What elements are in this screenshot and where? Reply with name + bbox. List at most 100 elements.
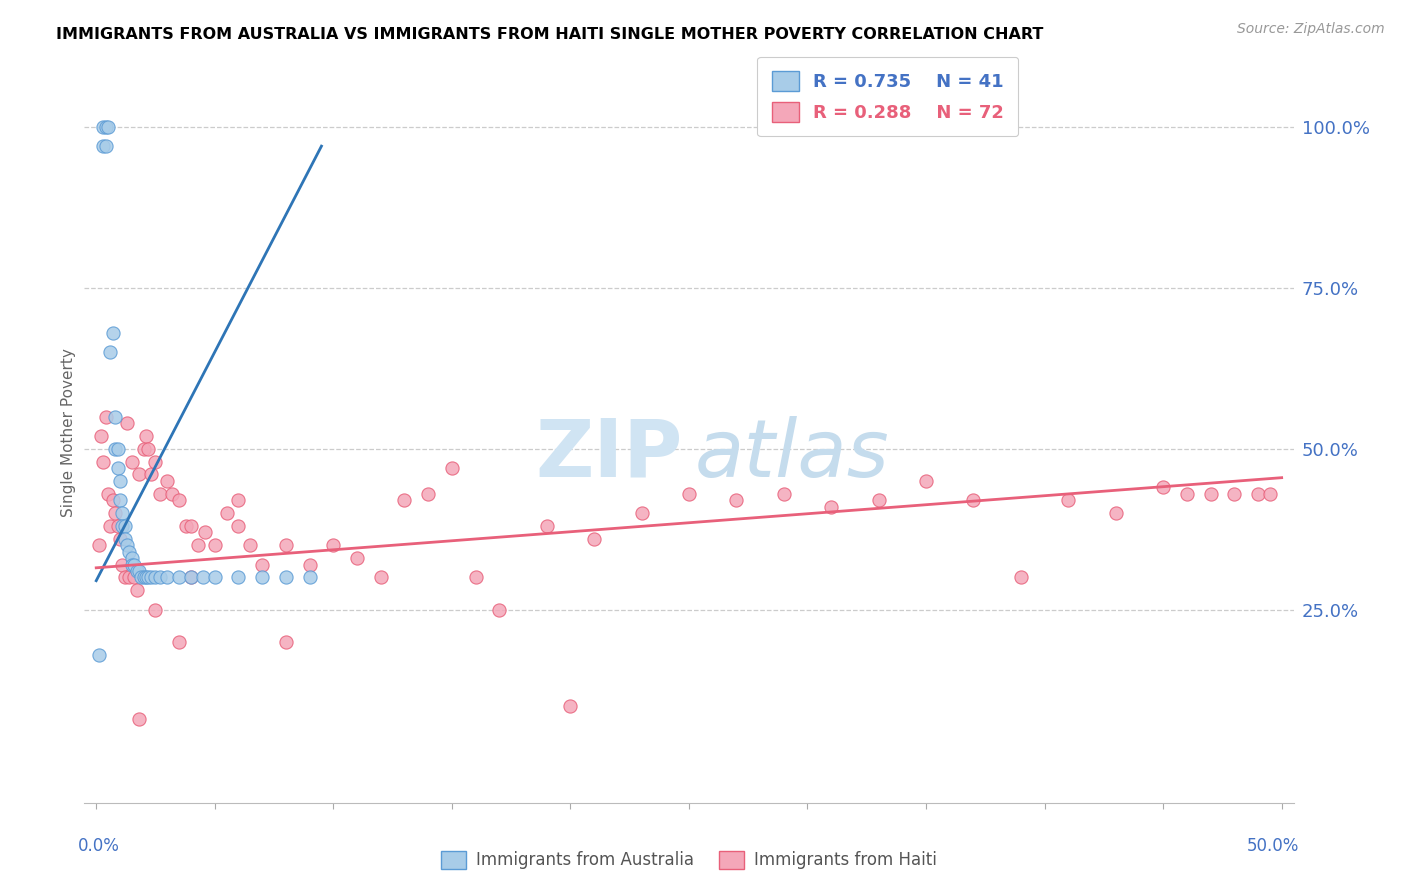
Point bbox=[128, 712, 150, 726]
Point bbox=[228, 570, 250, 584]
Point bbox=[94, 139, 117, 153]
Point bbox=[107, 461, 129, 475]
Point bbox=[962, 493, 984, 508]
Point bbox=[418, 487, 440, 501]
Point bbox=[772, 487, 794, 501]
Point bbox=[156, 474, 179, 488]
Point bbox=[630, 506, 652, 520]
Point bbox=[111, 519, 134, 533]
Point bbox=[114, 519, 136, 533]
Point bbox=[915, 474, 938, 488]
Point bbox=[194, 525, 217, 540]
Point bbox=[91, 139, 114, 153]
Point bbox=[101, 493, 124, 508]
Point bbox=[104, 506, 127, 520]
Point bbox=[100, 519, 122, 533]
Point bbox=[107, 519, 129, 533]
Point bbox=[139, 467, 162, 482]
Point bbox=[298, 558, 321, 572]
Point bbox=[180, 570, 202, 584]
Point bbox=[118, 545, 141, 559]
Point bbox=[91, 454, 114, 468]
Point bbox=[145, 602, 167, 616]
Point bbox=[160, 487, 183, 501]
Point bbox=[298, 570, 321, 584]
Point bbox=[1105, 506, 1128, 520]
Point bbox=[108, 493, 131, 508]
Point bbox=[104, 442, 127, 456]
Point bbox=[149, 570, 172, 584]
Point bbox=[139, 570, 162, 584]
Point bbox=[94, 409, 117, 424]
Point bbox=[108, 532, 131, 546]
Text: IMMIGRANTS FROM AUSTRALIA VS IMMIGRANTS FROM HAITI SINGLE MOTHER POVERTY CORRELA: IMMIGRANTS FROM AUSTRALIA VS IMMIGRANTS … bbox=[56, 27, 1043, 42]
Point bbox=[111, 506, 134, 520]
Point bbox=[87, 538, 110, 552]
Point bbox=[678, 487, 700, 501]
Point bbox=[100, 345, 122, 359]
Point bbox=[135, 429, 157, 443]
Point bbox=[149, 487, 172, 501]
Point bbox=[87, 648, 110, 662]
Point bbox=[370, 570, 392, 584]
Y-axis label: Single Mother Poverty: Single Mother Poverty bbox=[60, 348, 76, 517]
Text: 50.0%: 50.0% bbox=[1247, 837, 1299, 855]
Point bbox=[125, 583, 148, 598]
Point bbox=[204, 570, 226, 584]
Point bbox=[97, 487, 120, 501]
Point bbox=[536, 519, 558, 533]
Point bbox=[121, 454, 143, 468]
Point bbox=[132, 570, 155, 584]
Point bbox=[132, 442, 155, 456]
Point bbox=[145, 570, 167, 584]
Point bbox=[101, 326, 124, 340]
Point bbox=[108, 474, 131, 488]
Point bbox=[97, 120, 120, 134]
Point bbox=[274, 635, 297, 649]
Point bbox=[488, 602, 510, 616]
Point bbox=[145, 454, 167, 468]
Point bbox=[1247, 487, 1270, 501]
Point bbox=[440, 461, 463, 475]
Point bbox=[180, 570, 202, 584]
Point bbox=[122, 570, 145, 584]
Point bbox=[191, 570, 214, 584]
Point bbox=[91, 120, 114, 134]
Point bbox=[104, 409, 127, 424]
Point bbox=[135, 570, 157, 584]
Point bbox=[274, 570, 297, 584]
Point bbox=[228, 519, 250, 533]
Point bbox=[128, 467, 150, 482]
Point bbox=[115, 538, 138, 552]
Point bbox=[274, 538, 297, 552]
Point bbox=[118, 570, 141, 584]
Point bbox=[215, 506, 238, 520]
Point bbox=[204, 538, 226, 552]
Point bbox=[583, 532, 606, 546]
Point bbox=[239, 538, 262, 552]
Point bbox=[560, 699, 582, 714]
Legend: Immigrants from Australia, Immigrants from Haiti: Immigrants from Australia, Immigrants fr… bbox=[434, 844, 943, 876]
Point bbox=[167, 493, 190, 508]
Text: 0.0%: 0.0% bbox=[79, 837, 120, 855]
Point bbox=[1010, 570, 1032, 584]
Text: Source: ZipAtlas.com: Source: ZipAtlas.com bbox=[1237, 22, 1385, 37]
Point bbox=[125, 564, 148, 578]
Point bbox=[820, 500, 842, 514]
Point bbox=[138, 442, 160, 456]
Point bbox=[128, 564, 150, 578]
Point bbox=[228, 493, 250, 508]
Point bbox=[121, 558, 143, 572]
Point bbox=[167, 635, 190, 649]
Point bbox=[725, 493, 748, 508]
Point bbox=[129, 570, 152, 584]
Point bbox=[107, 442, 129, 456]
Text: ZIP: ZIP bbox=[536, 416, 683, 494]
Point bbox=[156, 570, 179, 584]
Point bbox=[180, 519, 202, 533]
Point bbox=[322, 538, 344, 552]
Point bbox=[187, 538, 209, 552]
Point bbox=[1175, 487, 1198, 501]
Point bbox=[122, 558, 145, 572]
Point bbox=[1152, 480, 1174, 494]
